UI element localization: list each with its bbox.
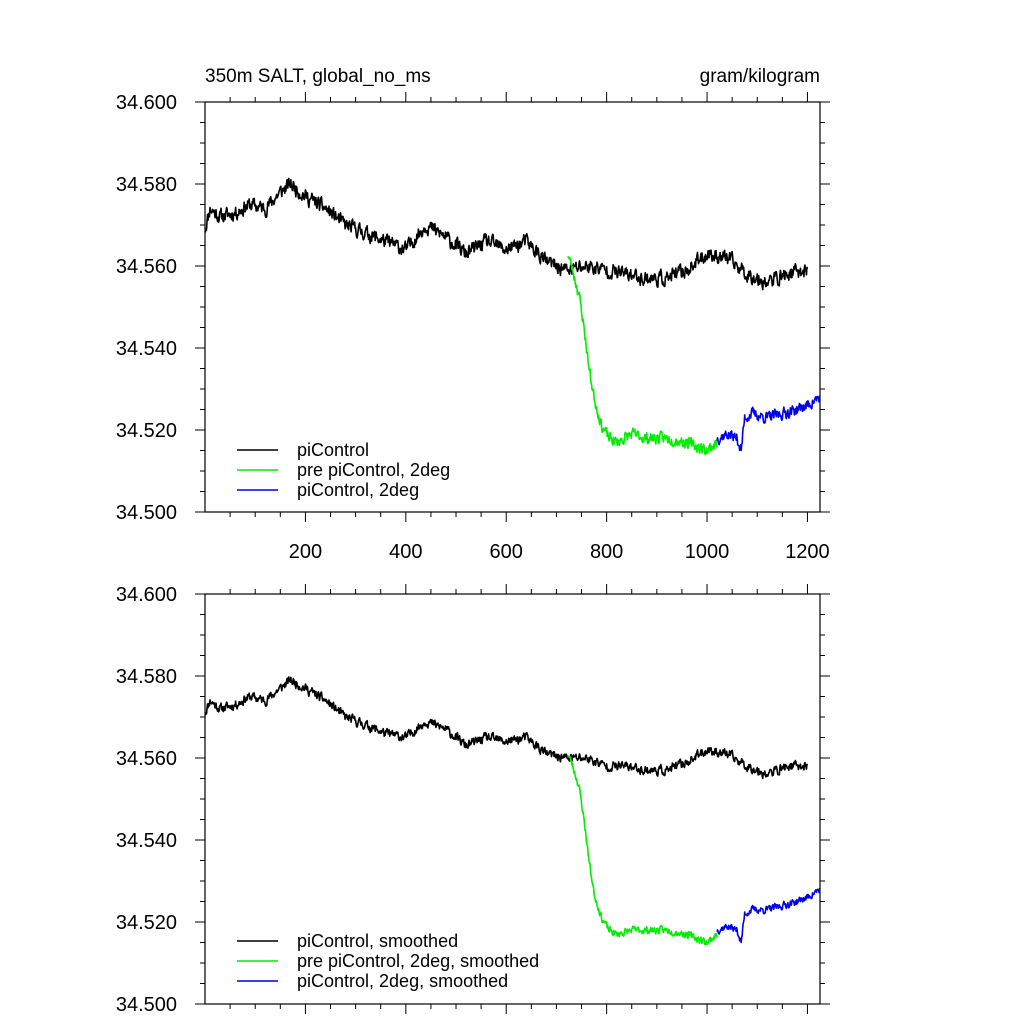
y-tick-label: 34.540: [116, 338, 177, 360]
series-line-0: [205, 177, 809, 291]
y-tick-label: 34.600: [116, 584, 177, 606]
bottom-panel: 34.500 34.520 34.540 34.560 34.580 34.600 piCo…: [116, 584, 830, 1016]
legend-label: piControl, smoothed: [297, 931, 458, 951]
legend-label: piControl, 2deg, smoothed: [297, 971, 508, 991]
y-tick-label: 34.560: [116, 256, 177, 278]
series-line-2: [716, 887, 820, 944]
series-line-1: [567, 256, 718, 456]
y-tick-label: 34.580: [116, 174, 177, 196]
y-tick-label: 34.580: [116, 666, 177, 688]
chart-title: 350m SALT, global_no_ms: [205, 66, 431, 87]
x-tick-label: 1000: [685, 541, 730, 563]
series-line-1: [567, 755, 718, 946]
top-panel: 200 400 600 800 1000 1200 34.500 34.520 34.540 34…: [116, 66, 830, 563]
legend-label: pre piControl, 2deg: [297, 460, 450, 480]
x-tick-label: 600: [490, 541, 523, 563]
legend-label: pre piControl, 2deg, smoothed: [297, 951, 539, 971]
y-tick-label: 34.560: [116, 748, 177, 770]
y-tick-label: 34.600: [116, 92, 177, 114]
y-tick-label: 34.500: [116, 502, 177, 524]
x-tick-label: 1200: [785, 541, 830, 563]
y-tick-label: 34.540: [116, 830, 177, 852]
legend-label: piControl, 2deg: [297, 480, 419, 500]
x-tick-label: 800: [590, 541, 623, 563]
x-tick-label: 400: [389, 541, 422, 563]
series-line-2: [716, 395, 820, 452]
y-tick-label: 34.520: [116, 912, 177, 934]
units-label: gram/kilogram: [700, 66, 820, 87]
y-tick-label: 34.520: [116, 420, 177, 442]
y-tick-label: 34.500: [116, 994, 177, 1016]
legend-label: piControl: [297, 440, 369, 460]
x-tick-label: 200: [289, 541, 322, 563]
series-line-0: [205, 676, 809, 780]
